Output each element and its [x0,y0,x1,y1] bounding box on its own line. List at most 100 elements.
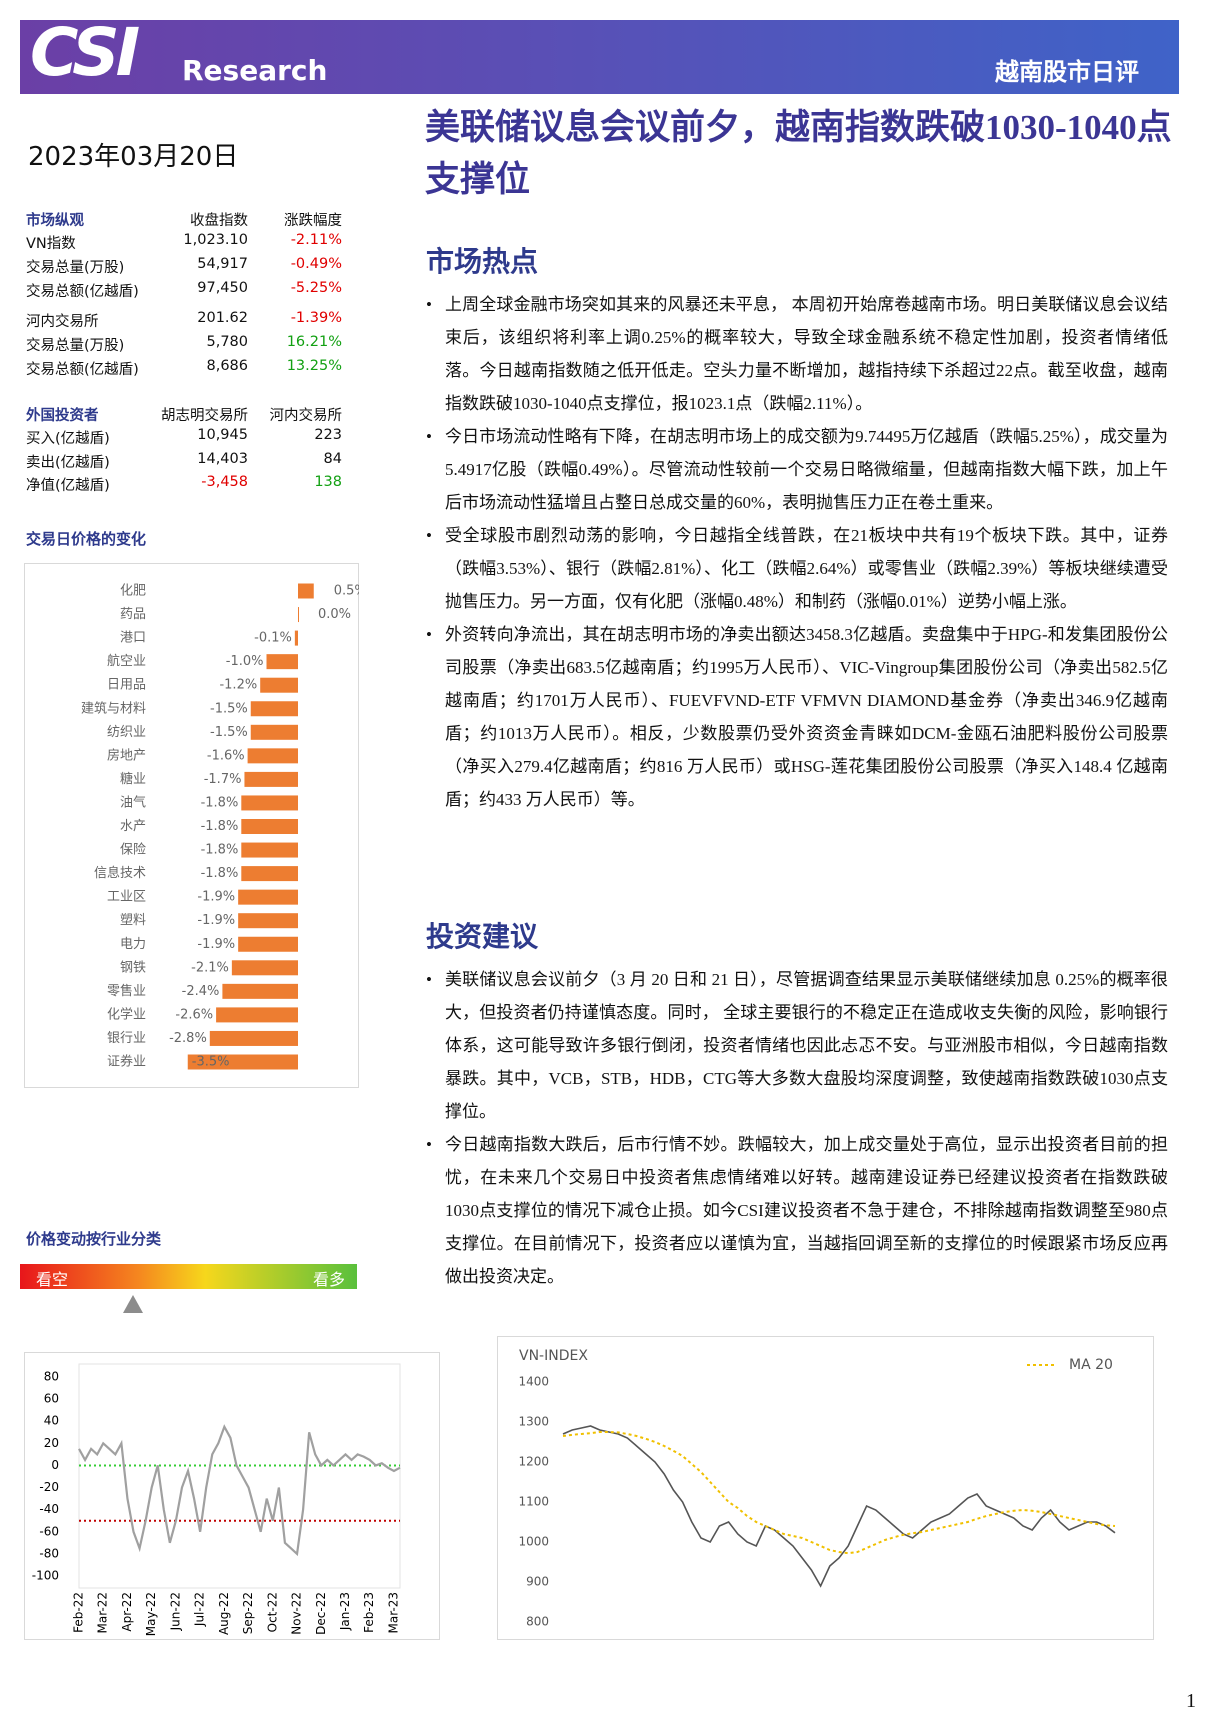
y-tick-label: -40 [39,1502,59,1516]
bullet-text: 受全球股市剧烈动荡的影响，今日越指全线普跌，在21板块中共有19个板块下跌。其中… [426,519,1168,618]
table-cell: 8,686 [206,358,248,374]
y-tick-label: 900 [526,1575,549,1589]
table-cell: -1.39% [290,310,342,326]
table-cell: 外国投资者 [26,408,99,424]
table-cell: 卖出(亿越盾) [26,454,110,471]
x-tick-label: Feb-23 [362,1592,376,1633]
x-tick-label: Dec-22 [314,1592,328,1635]
table-cell: 16.21% [286,334,342,350]
chart-title: 交易日价格的变化 [26,530,147,548]
table-cell: -2.11% [290,232,342,248]
table-cell: 201.62 [197,310,248,326]
category-label: 银行业 [107,1031,146,1046]
bar [187,1054,298,1070]
pointer [123,1295,143,1313]
category-label: 水产 [120,819,146,834]
table-cell: 交易总额(亿越盾) [26,284,139,300]
bar [216,1007,298,1023]
value-label: -1.5% [210,725,248,740]
value-label: -1.2% [219,678,257,693]
sentiment-title: 价格变动按行业分类 [26,1230,162,1248]
category-label: 药品 [120,607,146,622]
table-cell: 交易总额(亿越盾) [26,362,139,378]
y-tick-label: 80 [44,1370,59,1384]
value-label: 0.5% [334,584,359,599]
table-cell: 223 [314,427,342,443]
report-date: 2023年03月20日 [28,142,239,172]
value-label: -1.7% [204,772,242,787]
value-label: -2.1% [191,960,229,975]
section: 市场热点上周全球金融市场突如其来的风暴还未平息， 本周初开始席卷越南市场。明日美… [426,240,1168,816]
value-label: -2.4% [182,984,220,999]
value-label: -1.8% [201,795,239,810]
section-heading: 市场热点 [426,247,539,278]
value-label: -1.8% [201,866,239,881]
bullet-text: 今日市场流动性略有下降，在胡志明市场上的成交额为9.74495万亿越盾（跌幅5.… [426,420,1168,519]
section-heading: 投资建议 [426,922,539,953]
value-label: -1.9% [197,937,235,952]
table-cell: 138 [314,474,342,490]
y-tick-label: -100 [32,1569,59,1583]
value-label: -3.5% [192,1055,230,1070]
category-label: 工业区 [107,890,146,905]
table-cell: 胡志明交易所 [161,408,248,424]
value-label: -2.8% [169,1031,207,1046]
table-cell: 河内交易所 [26,314,99,330]
value-label: -1.6% [207,748,245,763]
value-label: -0.1% [254,631,292,646]
series-line [78,1424,401,1557]
legend-label: MA 20 [1069,1357,1113,1373]
bar [241,795,298,811]
bar [250,724,298,740]
x-tick-label: Jun-22 [168,1592,182,1631]
category-label: 纺织业 [107,725,146,740]
category-label: 房地产 [107,747,146,763]
table-cell: 交易总量(万股) [26,338,125,354]
x-tick-label: Oct-22 [265,1592,279,1632]
value-label: -1.8% [201,819,239,834]
category-label: 证券业 [107,1054,146,1070]
table-cell: 涨跌幅度 [284,213,342,229]
value-label: -1.0% [226,654,264,669]
y-tick-label: -20 [39,1480,59,1494]
y-tick-label: 20 [44,1436,59,1450]
header-bar: CSI Research 越南股市日评 [20,14,1179,94]
bar [244,771,298,787]
table-cell: 净值(亿越盾) [26,478,110,494]
category-label: 港口 [120,631,146,646]
sentiment-bar: 看空 看多 [20,1264,357,1289]
y-tick-label: -80 [39,1546,59,1560]
x-tick-label: Sep-22 [241,1592,255,1634]
oscillator-chart: 80 60 40 20 0 -20 -40 -60 -80 -100 Feb-22 Mar-22 Apr… [24,1352,440,1640]
table-cell: 市场纵观 [26,213,84,229]
section: 投资建议美联储议息会议前夕（3 月 20 日和 21 日），尽管据调查结果显示美… [426,915,1168,1293]
y-tick-label: -60 [39,1524,59,1538]
table-cell: 5,780 [206,334,248,350]
category-label: 油气 [120,794,146,810]
x-tick-label: Jan-23 [338,1592,352,1631]
bar [260,677,298,693]
category-label: 塑料 [120,913,146,928]
bar [241,842,298,858]
sentiment-pointer [123,1295,143,1313]
table-cell: 84 [323,450,342,467]
value-label: 0.0% [318,607,351,622]
value-label: -2.6% [175,1007,213,1022]
category-label: 信息技术 [94,865,146,881]
bar [250,701,298,717]
bar [209,1030,298,1046]
table-cell: 河内交易所 [269,408,343,424]
bar [231,960,298,976]
table-cell: 10,945 [197,427,248,443]
y-tick-label: 1400 [518,1375,549,1389]
bar [241,866,298,882]
table-cell: -5.25% [290,280,342,296]
y-tick-label: 40 [44,1414,59,1428]
x-tick-label: Aug-22 [217,1592,231,1635]
plot-frame [78,1363,401,1589]
table-cell: 54,917 [197,256,248,272]
y-tick-label: 1200 [518,1455,549,1469]
value-label: -1.9% [197,913,235,928]
value-label: -1.8% [201,843,239,858]
